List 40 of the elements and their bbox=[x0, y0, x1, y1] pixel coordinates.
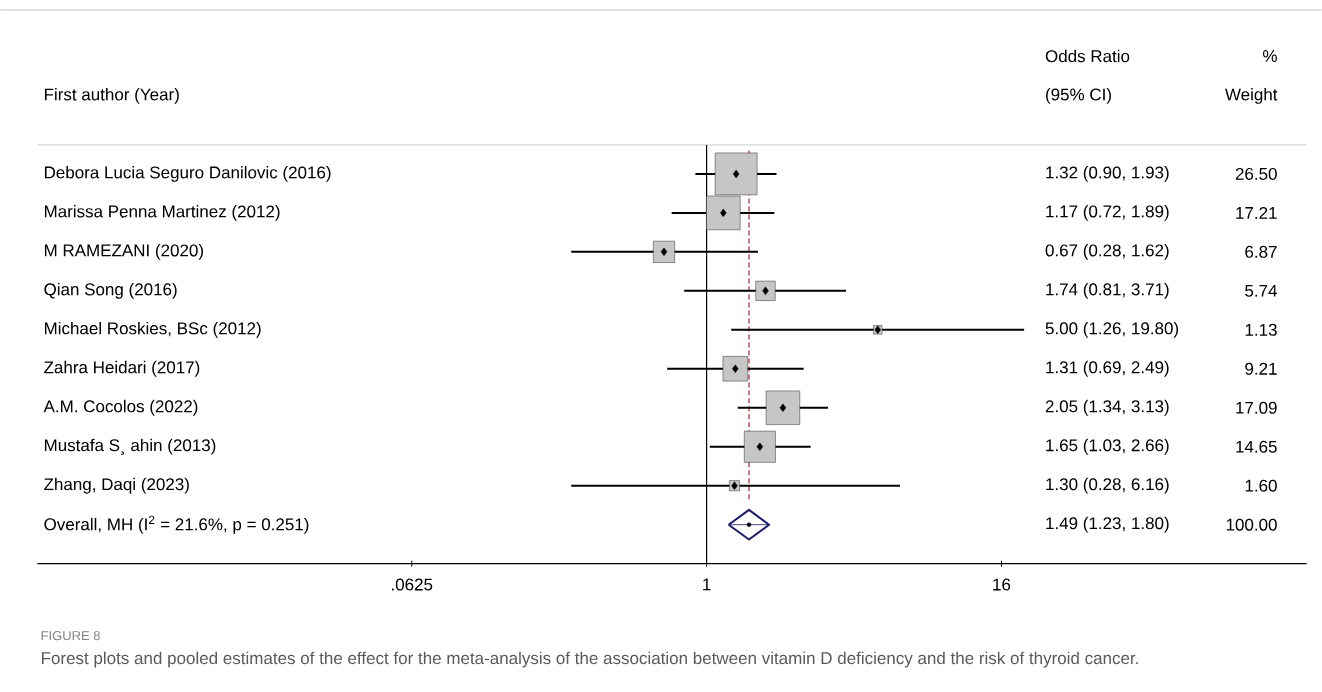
annotation: 2.05 (1.34, 3.13) bbox=[1045, 400, 1169, 416]
annotation: 5.00 (1.26, 19.80) bbox=[1045, 322, 1179, 338]
annotation: 1.65 (1.03, 2.66) bbox=[1046, 439, 1169, 455]
y-tick-label: M RAMEZANI (2020) bbox=[44, 244, 203, 260]
text: (95% CI) bbox=[1046, 88, 1111, 105]
annotation: 1.30 (0.28, 6.16) bbox=[1046, 478, 1169, 494]
annotation: 14.65 bbox=[1236, 440, 1277, 453]
y-tick-label: Marissa Penna Martinez (2012) bbox=[44, 205, 280, 221]
annotation: 1.49 (1.23, 1.80) bbox=[1046, 516, 1169, 533]
y-tick-label: A.M. Cocolos (2022) bbox=[43, 400, 198, 416]
x-tick-label: 16 bbox=[993, 578, 1011, 591]
y-tick-label: Qian Song (2016) bbox=[44, 283, 177, 299]
y-tick-label: Overall, MH (I$^{2}$ = 21.6%, p = 0.251) bbox=[44, 515, 309, 534]
text: % bbox=[1263, 50, 1277, 63]
y-tick-label: Zahra Heidari (2017) bbox=[44, 361, 200, 377]
text: Forest plots and pooled estimates of the effect for the meta-analysis of the association between vitamin D deficiency and the risk of thyroid cancer. bbox=[41, 651, 1138, 668]
annotation: 9.21 bbox=[1245, 362, 1277, 375]
annotation: 100.00 bbox=[1226, 518, 1277, 531]
annotation: 1.17 (0.72, 1.89) bbox=[1046, 205, 1169, 221]
annotation: 26.50 bbox=[1235, 168, 1277, 181]
text: Odds Ratio bbox=[1045, 49, 1130, 63]
y-axis-title: First author (Year) bbox=[44, 88, 179, 105]
x-tick-label: 1 bbox=[703, 578, 711, 591]
annotation: 17.09 bbox=[1236, 401, 1277, 414]
y-tick-label: Mustafa S¸ ahin (2013) bbox=[44, 438, 216, 455]
y-tick-label: Debora Lucia Seguro Danilovic (2016) bbox=[44, 166, 331, 183]
text: Weight bbox=[1225, 88, 1278, 105]
annotation: 5.74 bbox=[1245, 285, 1277, 297]
annotation: 1.74 (0.81, 3.71) bbox=[1046, 283, 1169, 299]
annotation: 1.60 bbox=[1245, 479, 1277, 492]
annotation: 1.13 bbox=[1245, 323, 1277, 337]
x-tick-label: .0625 bbox=[392, 578, 433, 591]
y-tick-label: Michael Roskies, BSc (2012) bbox=[44, 322, 261, 338]
annotation: 0.67 (0.28, 1.62) bbox=[1045, 244, 1169, 260]
annotation: 6.87 bbox=[1245, 246, 1277, 259]
annotation: 1.31 (0.69, 2.49) bbox=[1046, 361, 1169, 377]
caption: FIGURE 8 bbox=[41, 631, 100, 641]
annotation: 1.32 (0.90, 1.93) bbox=[1046, 166, 1169, 183]
annotation: 17.21 bbox=[1236, 207, 1277, 220]
y-tick-label: Zhang, Daqi (2023) bbox=[44, 478, 189, 494]
